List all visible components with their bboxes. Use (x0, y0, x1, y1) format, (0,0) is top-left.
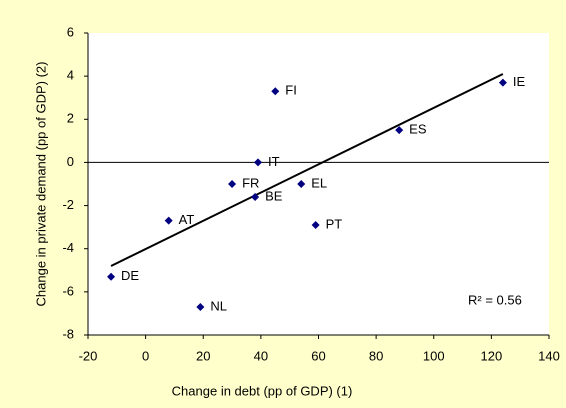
point (311, 220, 320, 229)
y-tick-label: -4 (62, 240, 74, 255)
point (164, 216, 173, 225)
y-axis-label: Change in private demand (pp of GDP) (2) (33, 62, 48, 307)
y-tick-label: -8 (62, 326, 74, 341)
point (395, 126, 404, 135)
x-tick-label: -20 (79, 348, 98, 363)
x-axis-label: Change in debt (pp of GDP) (1) (172, 383, 353, 398)
point-label: IE (513, 74, 526, 89)
point-label: DE (121, 268, 139, 283)
y-tick-label: -6 (62, 283, 74, 298)
point-label: FI (285, 83, 297, 98)
x-tick-label: 80 (369, 348, 383, 363)
point (228, 180, 237, 188)
x-tick-label: 100 (423, 348, 445, 363)
point (271, 87, 280, 96)
y-tick-label: 6 (67, 24, 74, 39)
point (251, 192, 260, 201)
point-label: PT (326, 216, 343, 231)
x-tick-label: 20 (196, 348, 210, 363)
point (107, 272, 116, 281)
x-tick-label: 60 (311, 348, 325, 363)
y-tick-label: 0 (67, 154, 74, 169)
annotation: R² = 0.56 (468, 292, 522, 307)
point (498, 78, 507, 87)
y-tick-label: 2 (67, 111, 74, 126)
y-tick-label: 4 (67, 68, 74, 83)
point-label: BE (265, 188, 283, 203)
point-label: EL (311, 175, 327, 190)
point-label: ES (409, 122, 427, 137)
point-label: IT (268, 154, 280, 169)
point (253, 158, 262, 167)
y-tick-label: -2 (62, 197, 74, 212)
point-label: FR (242, 175, 259, 190)
x-tick-label: 140 (538, 348, 560, 363)
point-label: AT (179, 212, 195, 227)
point (196, 302, 205, 311)
x-tick-label: 40 (254, 348, 268, 363)
x-tick-label: 120 (481, 348, 503, 363)
trendline (110, 73, 504, 267)
plot-area (88, 33, 549, 335)
point (297, 180, 306, 188)
point-label: NL (210, 298, 227, 313)
x-tick-label: 0 (142, 348, 149, 363)
